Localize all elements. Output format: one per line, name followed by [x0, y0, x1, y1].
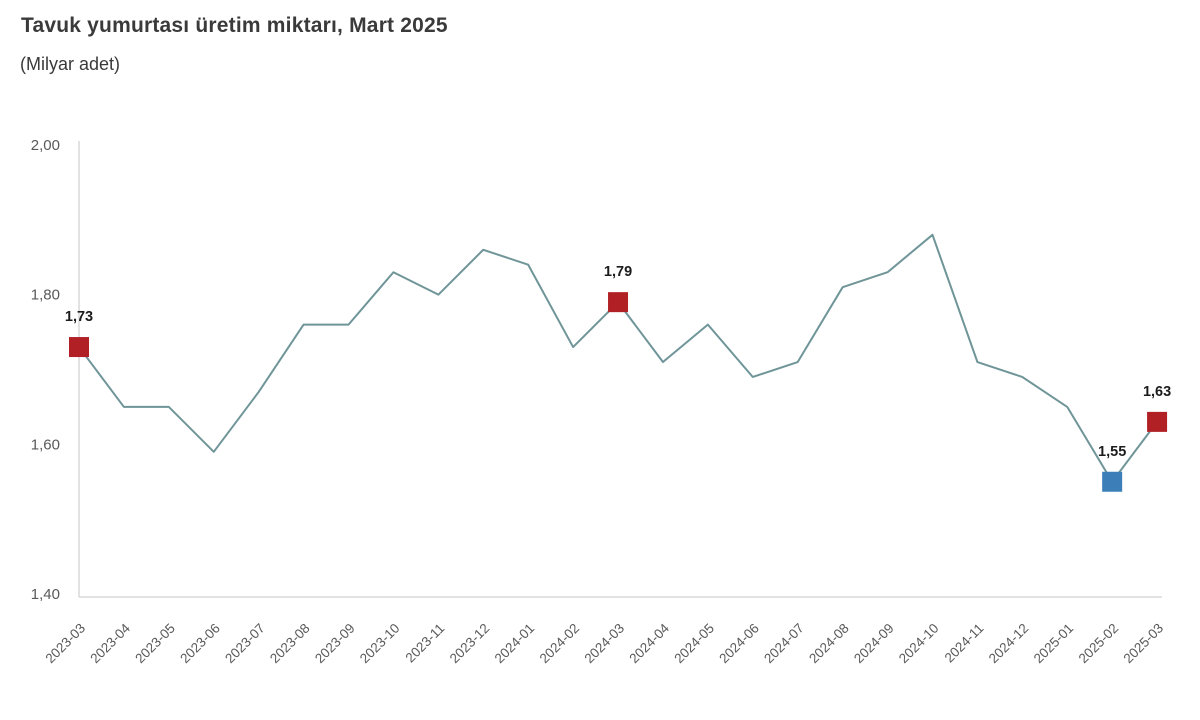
x-tick-label: 2024-03 [582, 621, 628, 667]
y-tick-label: 1,60 [31, 436, 60, 453]
x-tick-label: 2024-06 [716, 621, 762, 667]
y-tick-label: 1,80 [31, 287, 60, 304]
x-tick-label: 2023-07 [222, 621, 268, 667]
x-tick-label: 2023-04 [87, 620, 133, 666]
x-tick-label: 2023-10 [357, 621, 403, 667]
x-tick-label: 2024-10 [896, 621, 942, 667]
x-tick-label: 2023-03 [42, 621, 88, 667]
x-tick-label: 2025-01 [1031, 621, 1077, 667]
highlight-marker-2025-03 [1147, 411, 1168, 432]
x-tick-label: 2024-08 [806, 621, 852, 667]
value-label-2025-02: 1,55 [1098, 444, 1126, 460]
x-tick-label: 2024-09 [851, 621, 897, 667]
x-tick-label: 2023-09 [312, 621, 358, 667]
chart-subtitle: (Milyar adet) [20, 54, 121, 74]
x-tick-label: 2023-08 [267, 621, 313, 667]
chart-title: Tavuk yumurtası üretim miktarı, Mart 202… [21, 14, 448, 37]
x-tick-label: 2024-12 [986, 621, 1032, 667]
x-tick-label: 2023-05 [132, 621, 178, 667]
x-tick-label: 2024-11 [942, 621, 987, 666]
x-tick-label: 2025-03 [1121, 621, 1167, 667]
x-tick-label: 2024-05 [671, 621, 717, 667]
x-tick-label: 2023-06 [177, 621, 223, 667]
y-tick-label: 1,40 [31, 586, 60, 603]
x-tick-label: 2025-02 [1076, 621, 1122, 667]
x-tick-label: 2024-04 [626, 620, 672, 666]
x-tick-label: 2023-12 [447, 621, 493, 667]
value-label-2025-03: 1,63 [1143, 384, 1171, 400]
value-label-2024-03: 1,79 [604, 264, 632, 280]
x-tick-label: 2024-07 [761, 621, 807, 667]
x-tick-label: 2023-11 [403, 621, 448, 666]
highlight-marker-2025-02 [1102, 471, 1123, 492]
value-label-2023-03: 1,73 [65, 309, 93, 325]
highlight-marker-2023-03 [69, 337, 89, 358]
highlight-marker-2024-03 [608, 292, 629, 313]
x-tick-label: 2024-01 [492, 621, 538, 667]
x-tick-label: 2024-02 [537, 621, 583, 667]
y-tick-label: 2,00 [31, 137, 60, 154]
